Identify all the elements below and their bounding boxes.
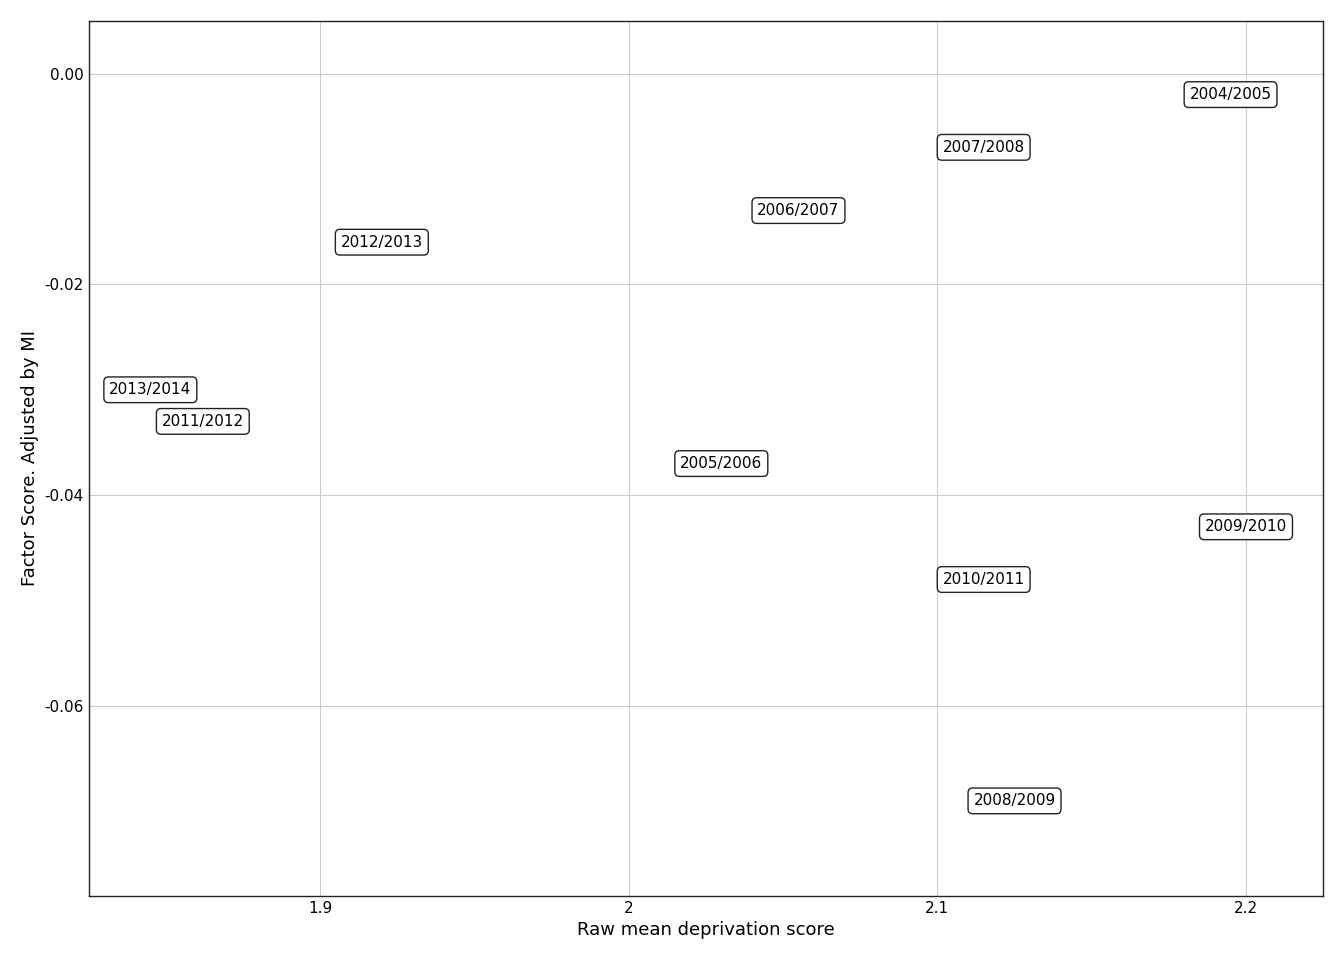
- X-axis label: Raw mean deprivation score: Raw mean deprivation score: [577, 922, 835, 939]
- Y-axis label: Factor Score. Adjusted by MI: Factor Score. Adjusted by MI: [22, 330, 39, 587]
- Text: 2013/2014: 2013/2014: [109, 382, 191, 397]
- Text: 2007/2008: 2007/2008: [942, 140, 1024, 155]
- Text: 2008/2009: 2008/2009: [973, 793, 1055, 808]
- Text: 2009/2010: 2009/2010: [1204, 519, 1288, 535]
- Text: 2011/2012: 2011/2012: [161, 414, 243, 429]
- Text: 2006/2007: 2006/2007: [758, 204, 840, 218]
- Text: 2010/2011: 2010/2011: [942, 572, 1024, 587]
- Text: 2012/2013: 2012/2013: [340, 234, 423, 250]
- Text: 2004/2005: 2004/2005: [1189, 87, 1271, 102]
- Text: 2005/2006: 2005/2006: [680, 456, 762, 471]
